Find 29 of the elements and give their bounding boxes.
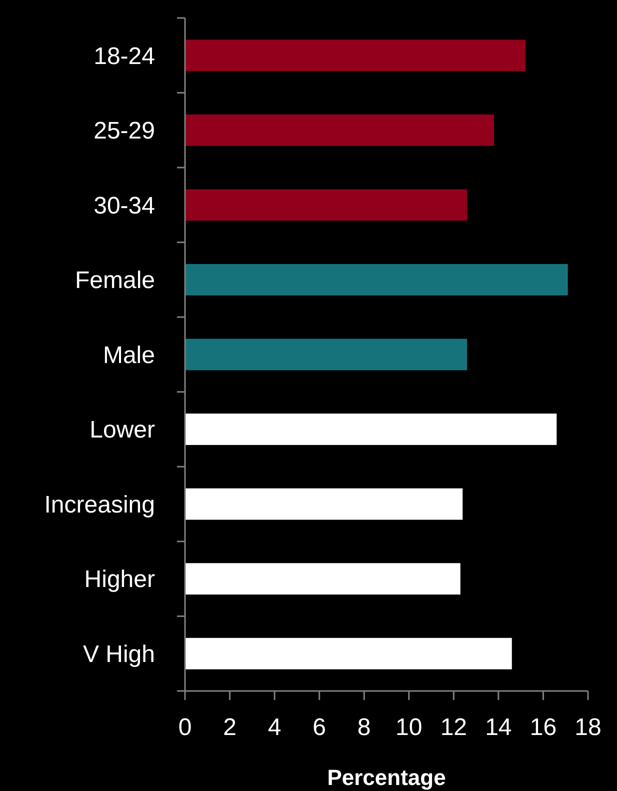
y-tick-label: V High bbox=[82, 641, 155, 668]
y-tick-label: Increasing bbox=[44, 491, 155, 518]
bar bbox=[185, 189, 468, 221]
x-axis-title: Percentage bbox=[327, 765, 446, 790]
bar bbox=[185, 488, 463, 520]
bar bbox=[185, 338, 468, 370]
x-tick-label: 18 bbox=[574, 714, 602, 741]
bar bbox=[185, 114, 494, 146]
x-tick-label: 4 bbox=[268, 714, 282, 741]
x-tick-label: 12 bbox=[440, 714, 468, 741]
bar bbox=[185, 264, 568, 296]
bar bbox=[185, 414, 557, 445]
y-tick-label: Higher bbox=[84, 566, 156, 594]
y-tick-label: 25-29 bbox=[94, 118, 155, 145]
x-tick-label: 0 bbox=[178, 714, 192, 741]
bar bbox=[185, 563, 460, 595]
x-tick-label: 10 bbox=[396, 714, 422, 741]
y-tick-label: 30-34 bbox=[94, 192, 155, 220]
x-tick-label: 6 bbox=[312, 714, 326, 741]
y-tick-label: 18-24 bbox=[94, 42, 155, 70]
bar bbox=[185, 638, 512, 670]
x-tick-label: 2 bbox=[223, 714, 236, 741]
y-tick-label: Female bbox=[74, 267, 155, 294]
x-tick-label: 14 bbox=[485, 714, 512, 741]
y-tick-label: Male bbox=[102, 342, 155, 369]
bar bbox=[185, 40, 526, 72]
x-tick-label: 8 bbox=[357, 714, 371, 741]
y-tick-label: Lower bbox=[90, 416, 155, 444]
x-tick-label: 16 bbox=[530, 714, 557, 741]
